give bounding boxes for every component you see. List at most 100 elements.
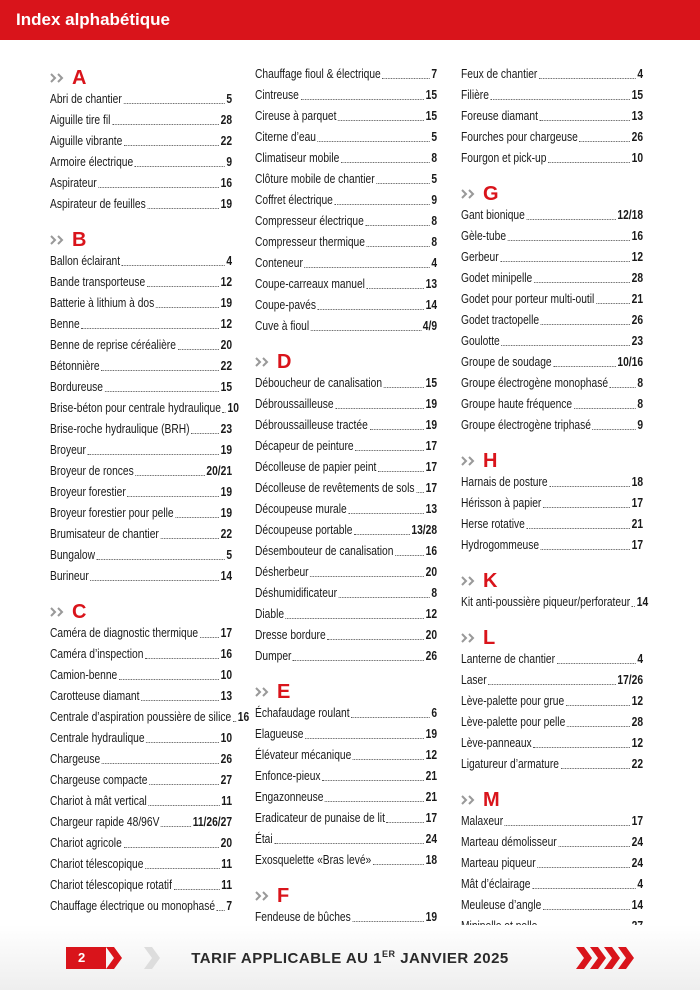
entry-name: Chauffage électrique ou monophasé [50,899,216,913]
notice-superscript: ER [382,949,396,959]
entry-page: 19 [220,443,233,457]
dot-leader [553,366,616,367]
entry-page: 14 [636,595,649,609]
entry-page: 11 [221,794,233,808]
dot-leader [365,225,430,226]
entry-name: Bungalow [50,548,96,562]
dot-leader [146,286,219,287]
dot-leader [149,784,219,785]
index-entry: Élévateur mécanique 12 [255,747,437,763]
entry-page: 19 [425,418,438,432]
dot-leader [104,391,219,392]
index-entry: Bordureuse 15 [50,379,232,395]
dot-leader [300,99,424,100]
entry-name: Coupe-pavés [255,298,316,312]
chevrons [255,357,269,367]
chevrons [461,795,475,805]
section-heading: L [461,626,495,650]
dot-leader [548,162,630,163]
index-entry: Désembouteur de canalisation 16 [255,543,437,559]
entry-page: 13/28 [411,523,438,537]
index-entry: Chauffage fioul & électrique 7 [255,66,437,82]
index-entry: Citerne d’eau 5 [255,129,437,145]
index-entry: Filière 15 [461,87,643,103]
entry-name: Malaxeur [461,814,504,828]
entry-name: Diable [255,607,285,621]
entry-name: Gèle-tube [461,229,507,243]
entry-page: 20 [425,565,438,579]
index-entry: Chargeur rapide 48/96V 11/26/27 [50,814,232,830]
dot-leader [533,282,630,283]
entry-page: 19 [220,485,233,499]
entry-name: Filière [461,88,489,102]
entry-page: 17 [425,439,438,453]
dot-leader [135,475,205,476]
index-entry: Brise-béton pour centrale hydraulique 10 [50,400,239,416]
entry-page: 19 [425,910,438,924]
dot-leader [540,549,630,550]
entry-page: 4 [637,652,644,666]
entry-page: 28 [631,271,644,285]
entry-name: Brise-béton pour centrale hydraulique [50,401,221,415]
entry-name: Élévateur mécanique [255,748,352,762]
entry-page: 11/26/27 [192,815,233,829]
dot-leader [155,307,219,308]
entry-page: 22 [220,359,233,373]
entry-page: 17 [631,538,644,552]
tariff-notice: TARIF APPLICABLE AU 1ER JANVIER 2025 [150,949,550,967]
dot-leader [305,738,424,739]
entry-page: 24 [631,835,644,849]
entry-page: 12 [220,275,233,289]
dot-leader [161,826,192,827]
dot-leader [540,324,630,325]
entry-page: 20 [220,338,233,352]
section-letter: C [72,600,87,623]
index-entry: Lève-panneaux 12 [461,735,643,751]
entry-page: 11 [221,857,233,871]
index-entry: Aspirateur 16 [50,175,232,191]
entry-name: Conteneur [255,256,303,270]
dot-leader [160,538,219,539]
entry-page: 19 [220,197,233,211]
entry-page: 23 [631,334,644,348]
entry-page: 21 [425,790,438,804]
entry-name: Centrale d’aspiration poussière de silic… [50,710,232,724]
entry-page: 4 [226,254,233,268]
dot-leader [609,387,636,388]
page-number: 2 [66,947,106,969]
entry-page: 11 [221,878,233,892]
section-heading: K [461,569,497,593]
entry-name: Harnais de posture [461,475,548,489]
index-entry: Abri de chantier 5 [50,91,232,107]
entry-name: Hérisson à papier [461,496,542,510]
index-entry: Compresseur électrique 8 [255,213,437,229]
dot-leader [310,576,424,577]
entry-name: Lève-palette pour grue [461,694,565,708]
dot-leader [145,868,220,869]
dot-leader [369,429,424,430]
entry-page: 20 [220,836,233,850]
index-entry: Centrale hydraulique 10 [50,730,232,746]
index-entry: Brumisateur de chantier 22 [50,526,232,542]
dot-leader [501,345,630,346]
dot-leader [121,265,225,266]
entry-name: Batterie à lithium à dos [50,296,155,310]
entry-page: 22 [631,757,644,771]
index-entry: Centrale d’aspiration poussière de silic… [50,709,249,725]
entry-name: Compresseur thermique [255,235,365,249]
entry-name: Armoire électrique [50,155,134,169]
index-entry: Diable 12 [255,606,437,622]
entry-name: Chargeur rapide 48/96V [50,815,160,829]
entry-page: 4 [637,67,644,81]
dot-leader [549,486,630,487]
index-entry: Armoire électrique 9 [50,154,232,170]
dot-leader [560,768,630,769]
dot-leader [222,412,226,413]
entry-name: Chariot agricole [50,836,122,850]
index-entry: Harnais de posture 18 [461,474,643,490]
entry-page: 4 [431,256,438,270]
entry-page: 19 [220,296,233,310]
section-letter: D [277,350,292,373]
dot-leader [325,801,424,802]
